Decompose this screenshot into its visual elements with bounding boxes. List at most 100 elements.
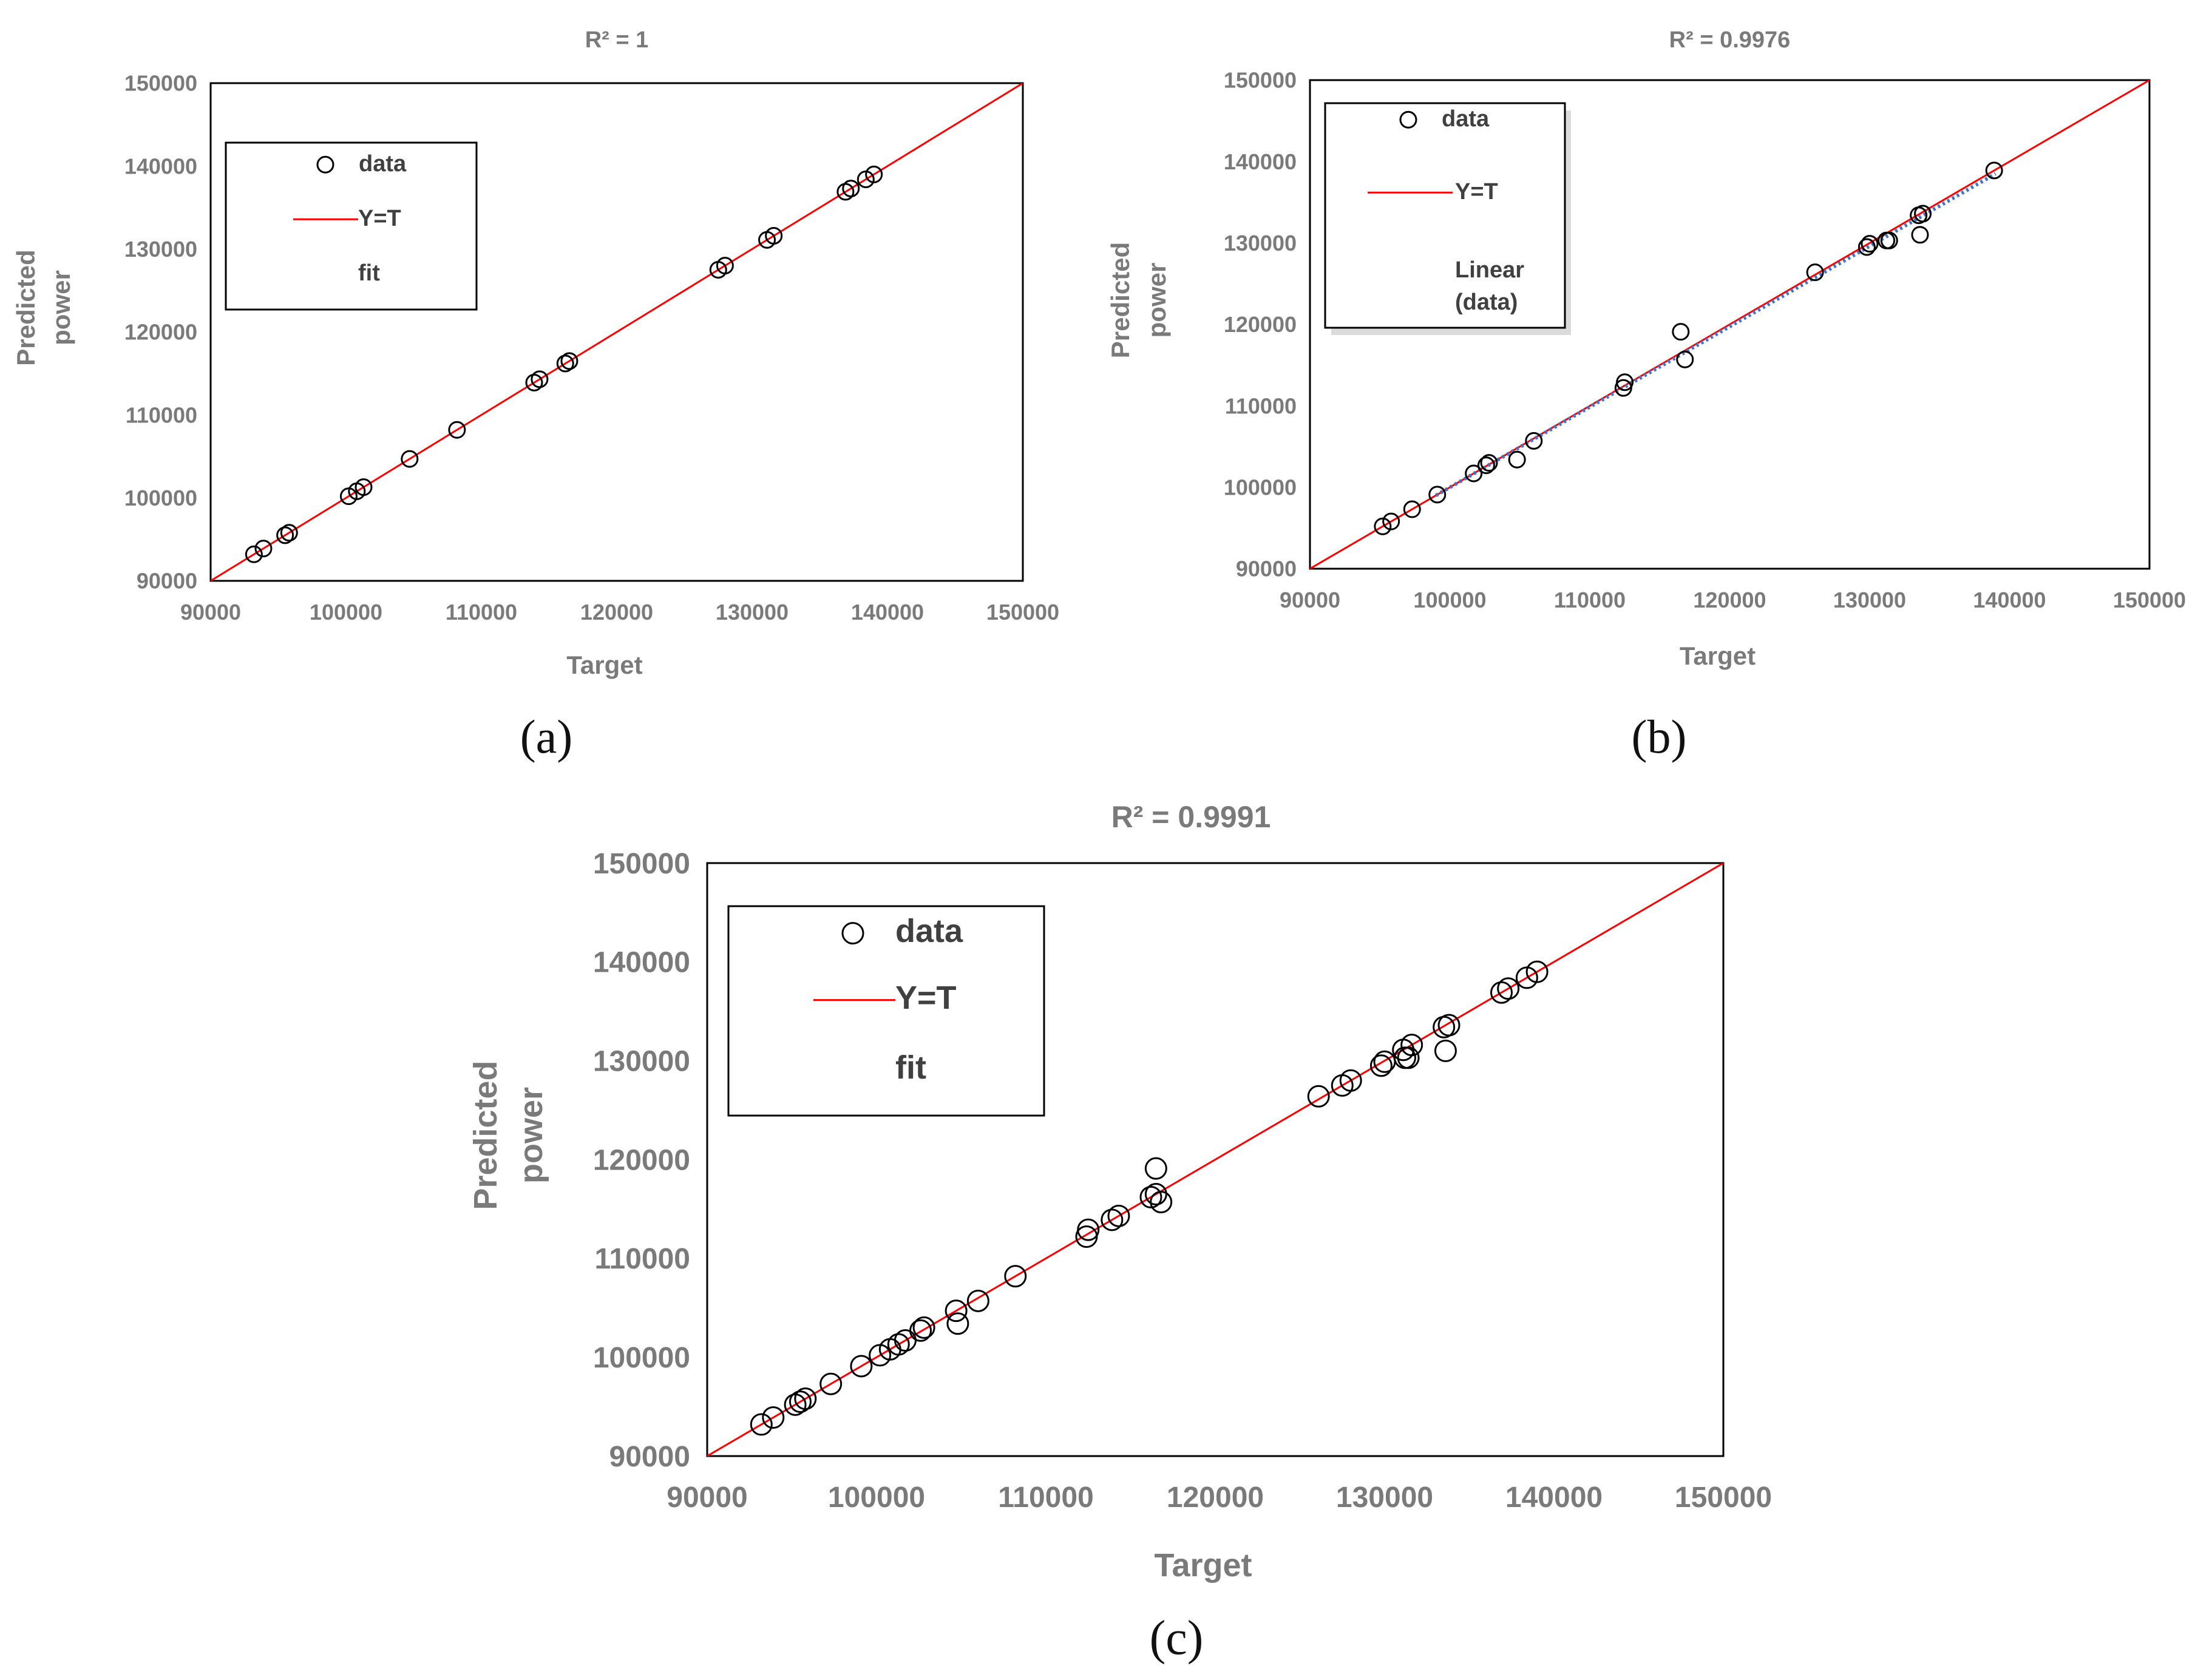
data-point bbox=[1400, 1034, 1423, 1057]
y-tick-label: 150000 bbox=[593, 848, 690, 880]
data-point bbox=[1490, 981, 1513, 1004]
x-axis-label: Target bbox=[1680, 642, 1756, 670]
data-point bbox=[1911, 226, 1929, 244]
legend-marker-circle bbox=[841, 922, 864, 945]
chart-title: R² = 0.9991 bbox=[1111, 800, 1271, 834]
y-tick-label: 90000 bbox=[609, 1441, 690, 1473]
data-point bbox=[945, 1299, 968, 1323]
y-tick-label: 110000 bbox=[126, 402, 197, 427]
data-point bbox=[1477, 456, 1495, 475]
x-tick-label: 90000 bbox=[667, 1482, 747, 1514]
data-point bbox=[531, 370, 549, 388]
data-point bbox=[560, 352, 578, 370]
panel-caption: (b) bbox=[1632, 710, 1687, 763]
legend-entry-label: data bbox=[895, 913, 963, 949]
x-tick-label: 100000 bbox=[1413, 588, 1486, 612]
y-tick-label: 150000 bbox=[124, 71, 197, 96]
data-point bbox=[401, 450, 419, 468]
x-tick-label: 120000 bbox=[1167, 1482, 1264, 1514]
plot-series bbox=[1310, 80, 2149, 569]
chart-a: R² = 1 90000 100000 110000 120000 130000 14000… bbox=[12, 27, 1059, 763]
data-point bbox=[819, 1372, 843, 1395]
data-point bbox=[1880, 231, 1898, 249]
x-tick-label: 110000 bbox=[1554, 588, 1626, 612]
y-tick-label: 110000 bbox=[1225, 393, 1297, 418]
data-point bbox=[750, 1413, 773, 1436]
data-point bbox=[1465, 464, 1483, 483]
legend-marker-circle bbox=[316, 155, 334, 174]
identity-line-series bbox=[1310, 80, 2149, 569]
y-tick-label: 100000 bbox=[593, 1342, 690, 1374]
data-point bbox=[254, 540, 273, 558]
data-point bbox=[355, 478, 373, 496]
y-tick-label: 100000 bbox=[1224, 475, 1297, 500]
x-tick-label: 120000 bbox=[580, 600, 653, 625]
legend-box bbox=[225, 141, 478, 311]
x-axis-label: Target bbox=[566, 651, 642, 679]
legend-entry-label: data bbox=[1442, 106, 1490, 132]
data-point bbox=[1914, 205, 1932, 223]
plot-series bbox=[211, 83, 1023, 581]
y-tick-label: 130000 bbox=[1224, 231, 1297, 256]
legend-entry-label: Y=T bbox=[895, 980, 957, 1016]
y-tick-label: 130000 bbox=[124, 237, 197, 262]
legend-marker-circle bbox=[1399, 110, 1417, 129]
data-point bbox=[1985, 161, 2003, 180]
data-point bbox=[1497, 977, 1520, 1000]
chart-title: R² = 0.9976 bbox=[1669, 27, 1791, 53]
x-tick-label: 130000 bbox=[1833, 588, 1906, 612]
x-tick-label: 100000 bbox=[310, 600, 382, 625]
legend-box bbox=[1324, 102, 1566, 329]
y-tick-label: 140000 bbox=[593, 947, 690, 979]
y-tick-label: 90000 bbox=[137, 569, 197, 594]
x-tick-label: 120000 bbox=[1693, 588, 1766, 612]
y-axis-label: Predicted bbox=[1106, 242, 1135, 358]
panel-caption: (a) bbox=[520, 710, 573, 763]
y-axis-label: Predicted bbox=[467, 1060, 504, 1210]
data-point bbox=[1437, 1014, 1461, 1037]
y-tick-label: 130000 bbox=[593, 1045, 690, 1077]
x-tick-label: 150000 bbox=[2113, 588, 2186, 612]
data-point bbox=[789, 1390, 812, 1413]
data-point bbox=[912, 1316, 935, 1339]
data-point bbox=[276, 526, 294, 544]
data-point bbox=[909, 1319, 932, 1342]
data-point bbox=[1369, 1054, 1393, 1077]
data-point bbox=[1077, 1218, 1100, 1241]
chart-title: R² = 1 bbox=[585, 27, 649, 53]
data-point bbox=[887, 1333, 910, 1356]
legend-entry-label: Y=T bbox=[358, 206, 401, 231]
data-point bbox=[1857, 238, 1876, 256]
data-point bbox=[1480, 454, 1498, 472]
data-point bbox=[280, 524, 298, 542]
data-point bbox=[1806, 263, 1824, 282]
y-tick-label: 150000 bbox=[1224, 68, 1297, 93]
x-tick-label: 130000 bbox=[1336, 1482, 1433, 1514]
data-point bbox=[850, 1355, 873, 1378]
trendline-series bbox=[1434, 172, 1997, 497]
data-point bbox=[716, 257, 734, 275]
legend-entry-label: fit bbox=[895, 1049, 926, 1086]
y-tick-label: 100000 bbox=[124, 486, 197, 510]
data-point bbox=[842, 180, 860, 198]
legend-entry-label: (data) bbox=[1455, 290, 1518, 315]
data-point bbox=[865, 165, 883, 183]
legend: data Y=T fit bbox=[727, 905, 1045, 1117]
y-tick-label: 140000 bbox=[1224, 149, 1297, 174]
data-point bbox=[1307, 1085, 1330, 1108]
legend-entry-label: Y=T bbox=[1455, 179, 1498, 205]
data-point bbox=[1508, 450, 1526, 469]
data-point bbox=[1525, 960, 1549, 983]
y-tick-label: 110000 bbox=[594, 1243, 690, 1275]
panel-caption: (c) bbox=[1150, 1611, 1204, 1665]
data-point bbox=[1101, 1208, 1124, 1231]
x-axis-label: Target bbox=[1154, 1547, 1252, 1584]
data-point bbox=[1861, 235, 1879, 253]
chart-b: R² = 0.9976 90000 100000 110000 120000 130000… bbox=[1106, 27, 2186, 763]
data-point bbox=[762, 1406, 785, 1429]
data-point bbox=[966, 1289, 989, 1312]
data-point bbox=[1150, 1191, 1173, 1214]
x-tick-label: 150000 bbox=[1675, 1482, 1772, 1514]
data-point bbox=[1676, 350, 1694, 368]
